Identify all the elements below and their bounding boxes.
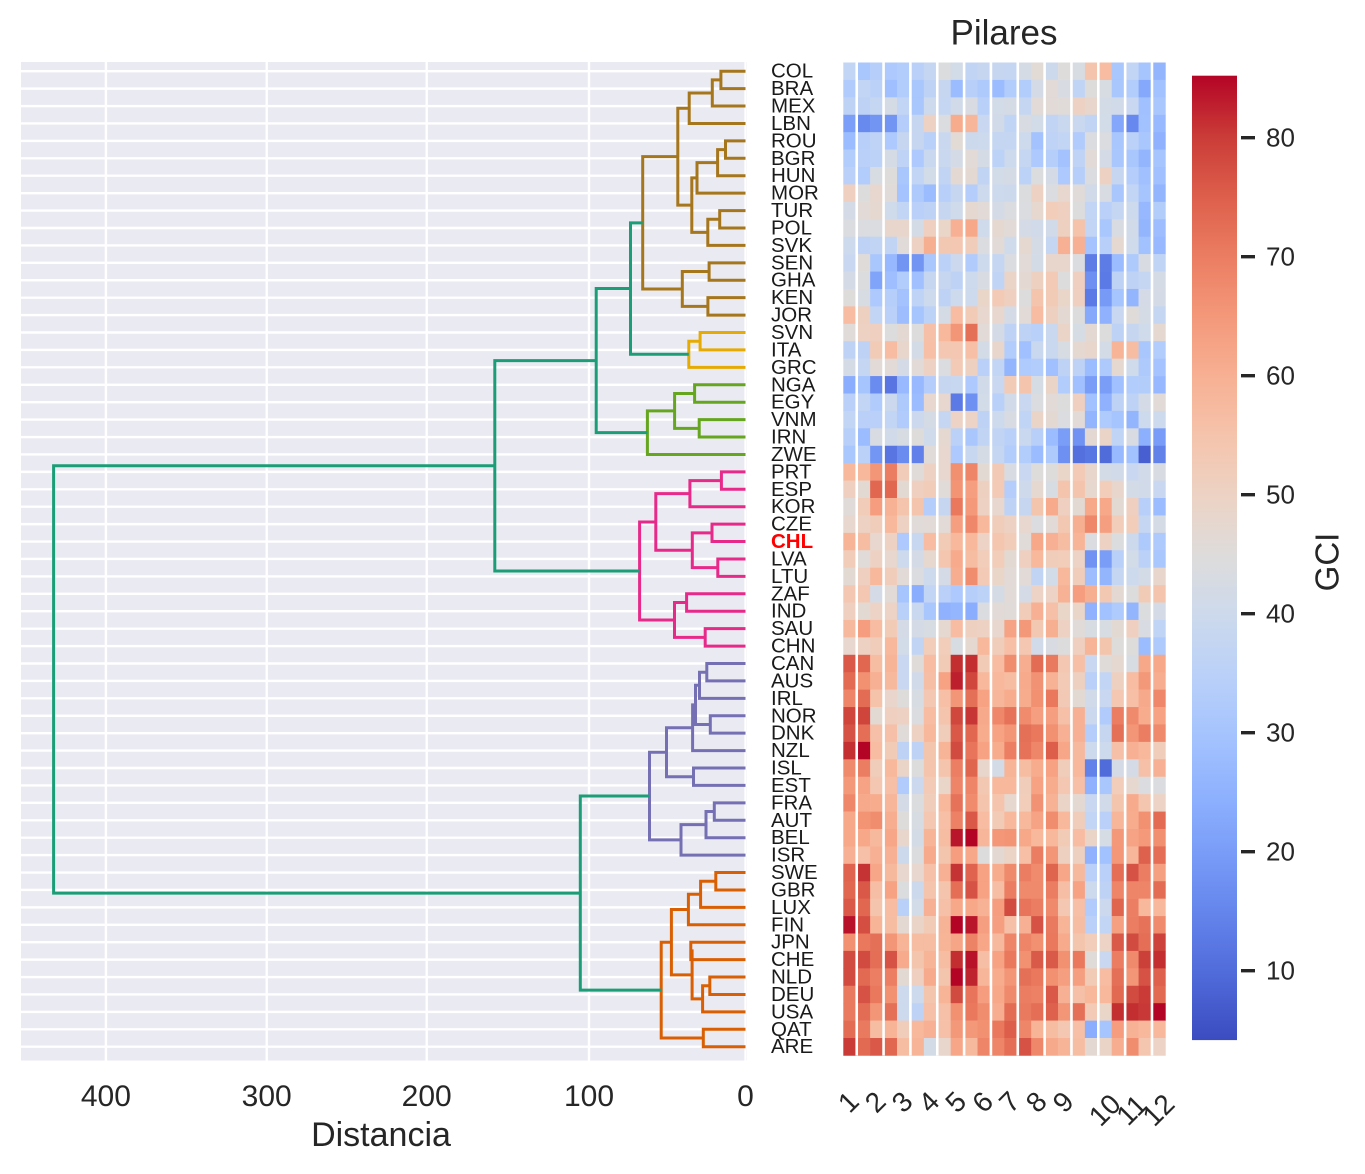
svg-text:ISR: ISR [771,844,805,867]
svg-text:AUS: AUS [771,669,813,692]
svg-text:IRL: IRL [771,687,803,710]
svg-text:MEX: MEX [771,95,816,118]
svg-text:CZE: CZE [771,513,812,536]
svg-text:SWE: SWE [771,861,818,884]
svg-text:GCI: GCI [1309,533,1346,592]
svg-text:BGR: BGR [771,147,815,170]
svg-text:ISL: ISL [771,757,802,780]
svg-text:FIN: FIN [771,913,804,936]
svg-text:400: 400 [81,1080,131,1113]
svg-text:JPN: JPN [771,931,810,954]
svg-text:DNK: DNK [771,722,815,745]
svg-text:0: 0 [737,1080,754,1113]
svg-text:SVN: SVN [771,321,813,344]
svg-text:MOR: MOR [771,182,819,205]
svg-text:POL: POL [771,217,812,240]
svg-text:NLD: NLD [771,966,812,989]
svg-text:IRN: IRN [771,426,806,449]
svg-text:EST: EST [771,774,811,797]
svg-text:COL: COL [771,60,813,83]
svg-text:60: 60 [1266,361,1295,391]
svg-text:70: 70 [1266,242,1295,272]
svg-text:Distancia: Distancia [311,1116,451,1154]
svg-text:LTU: LTU [771,565,808,588]
svg-text:KEN: KEN [771,286,813,309]
svg-text:ZWE: ZWE [771,443,817,466]
svg-text:BEL: BEL [771,826,810,849]
svg-text:SEN: SEN [771,251,813,274]
svg-text:GBR: GBR [771,879,815,902]
svg-text:TUR: TUR [771,199,813,222]
svg-text:ITA: ITA [771,338,802,361]
svg-text:SVK: SVK [771,234,812,257]
svg-text:CHL: CHL [771,530,813,553]
svg-text:BRA: BRA [771,77,813,100]
svg-text:USA: USA [771,1000,813,1023]
svg-text:GRC: GRC [771,356,817,379]
svg-text:CHN: CHN [771,635,815,658]
svg-text:PRT: PRT [771,460,812,483]
svg-text:NGA: NGA [771,373,816,396]
svg-text:CAN: CAN [771,652,814,675]
svg-text:ESP: ESP [771,478,812,501]
svg-text:LBN: LBN [771,112,811,135]
svg-text:CHE: CHE [771,948,814,971]
svg-text:LVA: LVA [771,548,807,571]
svg-text:KOR: KOR [771,495,815,518]
svg-text:200: 200 [402,1080,452,1113]
svg-text:ROU: ROU [771,129,817,152]
svg-text:VNM: VNM [771,408,817,431]
svg-text:20: 20 [1266,837,1295,867]
svg-text:FRA: FRA [771,791,812,814]
svg-text:NOR: NOR [771,704,817,727]
svg-text:LUX: LUX [771,896,811,919]
svg-text:100: 100 [564,1080,614,1113]
svg-text:JOR: JOR [771,304,812,327]
svg-text:GHA: GHA [771,269,816,292]
svg-text:80: 80 [1266,123,1295,153]
svg-text:IND: IND [771,600,806,623]
svg-text:30: 30 [1266,718,1295,748]
svg-text:50: 50 [1266,480,1295,510]
svg-text:300: 300 [242,1080,292,1113]
svg-text:ZAF: ZAF [771,582,810,605]
svg-text:NZL: NZL [771,739,810,762]
svg-text:SAU: SAU [771,617,813,640]
svg-text:AUT: AUT [771,809,812,832]
svg-text:ARE: ARE [771,1035,813,1058]
svg-text:10: 10 [1266,956,1295,986]
svg-text:DEU: DEU [771,983,814,1006]
svg-text:HUN: HUN [771,164,815,187]
svg-text:40: 40 [1266,599,1295,629]
svg-text:EGY: EGY [771,391,815,414]
svg-text:Pilares: Pilares [951,14,1058,53]
svg-text:QAT: QAT [771,1018,812,1041]
